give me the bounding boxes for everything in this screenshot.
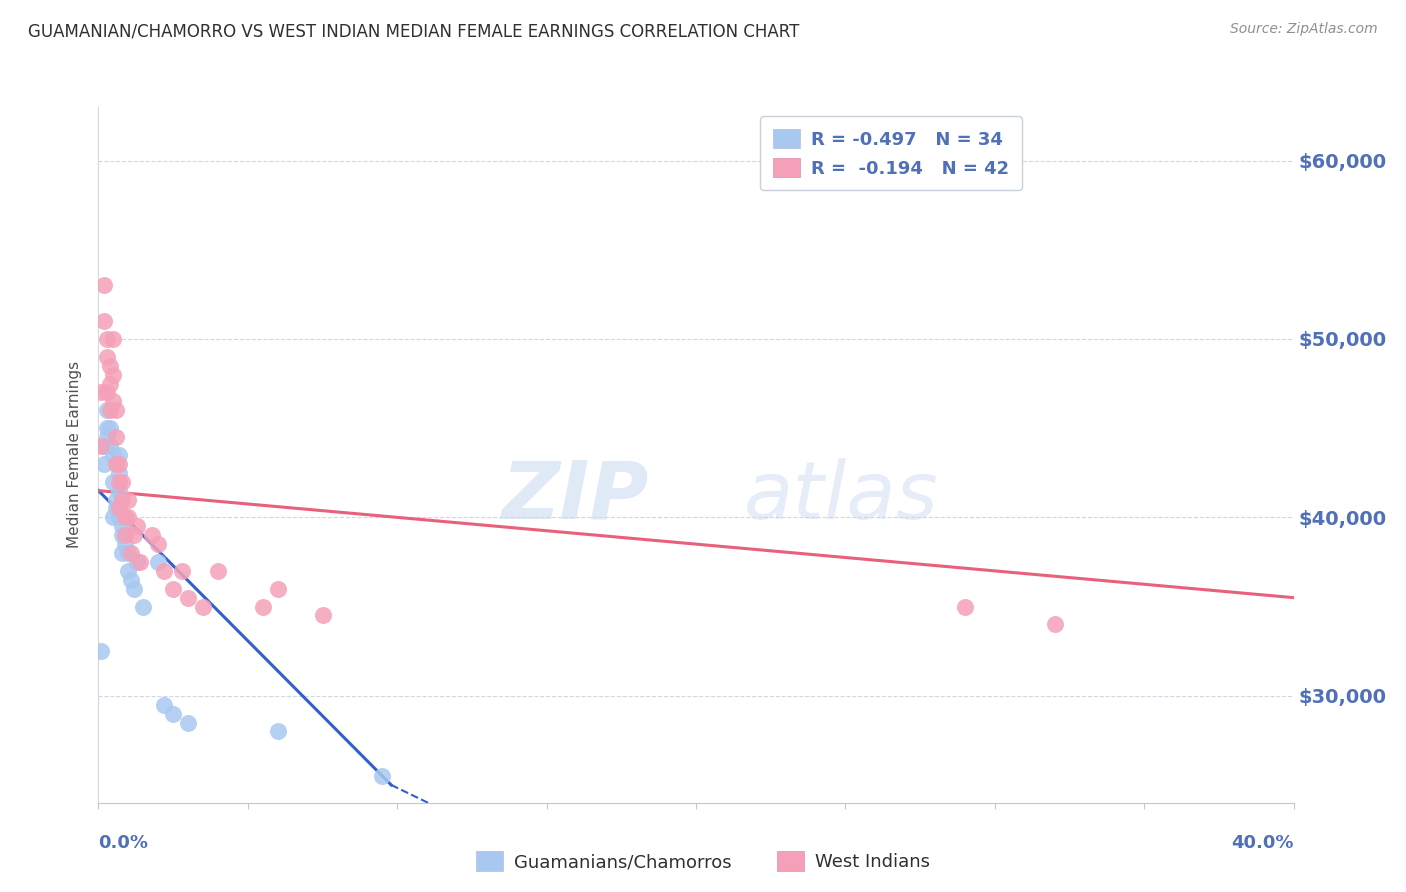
Point [172, 564, 194, 578]
Point [93, 439, 115, 453]
Point [207, 564, 229, 578]
Point [127, 519, 149, 533]
Point [96, 332, 118, 346]
Point [114, 510, 136, 524]
Point [148, 537, 170, 551]
Point [252, 599, 274, 614]
Point [111, 475, 134, 489]
Point [117, 546, 139, 560]
Point [90, 439, 112, 453]
Text: atlas: atlas [744, 458, 939, 536]
Point [114, 528, 136, 542]
Point [105, 492, 128, 507]
Point [111, 528, 134, 542]
Point [124, 582, 146, 596]
Point [108, 475, 131, 489]
Point [953, 599, 976, 614]
Point [148, 555, 170, 569]
Point [117, 492, 139, 507]
Point [96, 350, 118, 364]
Legend: Guamanians/Chamorros, West Indians: Guamanians/Chamorros, West Indians [470, 844, 936, 879]
Point [153, 698, 176, 712]
Point [141, 528, 163, 542]
Point [100, 421, 122, 435]
Point [267, 582, 290, 596]
Point [93, 278, 115, 293]
Text: ZIP: ZIP [501, 458, 648, 536]
Point [105, 430, 128, 444]
Point [162, 582, 184, 596]
Point [191, 599, 214, 614]
Point [108, 448, 131, 462]
Point [153, 564, 176, 578]
Point [96, 385, 118, 400]
Point [96, 421, 118, 435]
Text: GUAMANIAN/CHAMORRO VS WEST INDIAN MEDIAN FEMALE EARNINGS CORRELATION CHART: GUAMANIAN/CHAMORRO VS WEST INDIAN MEDIAN… [28, 22, 800, 40]
Point [371, 769, 394, 783]
Y-axis label: Median Female Earnings: Median Female Earnings [67, 361, 83, 549]
Point [105, 403, 128, 417]
Point [120, 546, 142, 560]
Point [108, 457, 131, 471]
Legend: R = -0.497   N = 34, R =  -0.194   N = 42: R = -0.497 N = 34, R = -0.194 N = 42 [761, 116, 1022, 190]
Point [177, 591, 200, 605]
Point [108, 501, 131, 516]
Point [105, 457, 128, 471]
Point [129, 555, 152, 569]
Point [103, 368, 125, 382]
Point [111, 519, 134, 533]
Point [108, 483, 131, 498]
Point [111, 492, 134, 507]
Point [117, 564, 139, 578]
Point [105, 501, 128, 516]
Point [311, 608, 333, 623]
Point [177, 715, 200, 730]
Point [93, 314, 115, 328]
Point [90, 385, 112, 400]
Point [100, 403, 122, 417]
Point [120, 573, 142, 587]
Point [103, 394, 125, 409]
Point [100, 359, 122, 373]
Point [96, 403, 118, 417]
Point [114, 528, 136, 542]
Point [103, 448, 125, 462]
Point [96, 430, 118, 444]
Text: 40.0%: 40.0% [1232, 834, 1294, 852]
Point [117, 510, 139, 524]
Point [108, 466, 131, 480]
Point [127, 555, 149, 569]
Point [103, 510, 125, 524]
Point [93, 457, 115, 471]
Point [111, 546, 134, 560]
Point [103, 475, 125, 489]
Point [132, 599, 155, 614]
Point [124, 528, 146, 542]
Point [100, 439, 122, 453]
Point [114, 537, 136, 551]
Text: 0.0%: 0.0% [98, 834, 149, 852]
Point [100, 376, 122, 391]
Point [108, 510, 131, 524]
Point [267, 724, 290, 739]
Point [1043, 617, 1066, 632]
Point [103, 332, 125, 346]
Point [162, 706, 184, 721]
Text: Source: ZipAtlas.com: Source: ZipAtlas.com [1230, 22, 1378, 37]
Point [90, 644, 112, 658]
